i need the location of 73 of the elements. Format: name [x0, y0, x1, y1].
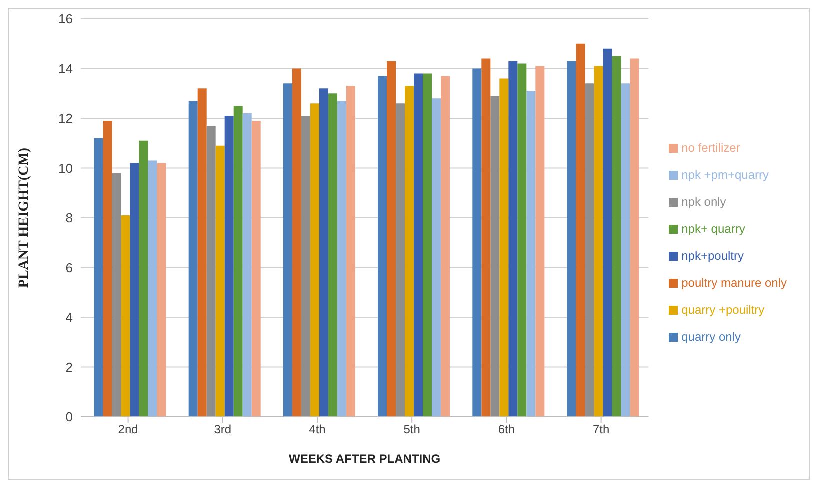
bar [405, 86, 414, 417]
legend-label: npk+ quarry [682, 222, 746, 236]
bar [603, 48, 612, 417]
bar [490, 96, 500, 417]
bar [378, 76, 388, 417]
x-tick-label: 7th [592, 422, 610, 437]
y-tick-label: 8 [66, 210, 73, 226]
bar [567, 61, 576, 417]
bar [310, 104, 320, 417]
bar [432, 98, 442, 417]
bar [536, 66, 545, 417]
y-tick-label: 10 [58, 160, 73, 176]
x-tick-label: 5th [404, 422, 420, 437]
bar [518, 64, 527, 417]
bar [252, 120, 261, 417]
x-tick-label: 4th [309, 422, 326, 437]
bar [234, 106, 243, 417]
y-tick-label: 14 [58, 61, 73, 76]
bar [319, 88, 328, 417]
bar [621, 84, 630, 417]
bar [630, 58, 640, 417]
bar [472, 68, 482, 417]
legend-label: quarry +pouiltry [682, 303, 765, 317]
bar [139, 140, 148, 417]
bar [121, 216, 130, 417]
bar [198, 88, 207, 417]
legend-label: no fertilizer [682, 141, 740, 155]
x-tick-label: 2nd [118, 422, 138, 437]
y-tick-label: 6 [66, 260, 73, 276]
legend-label: npk +pm+quarry [682, 168, 769, 182]
bar [242, 114, 252, 417]
bar [337, 101, 346, 417]
x-tick-label: 6th [498, 422, 516, 437]
x-tick-label: 3rd [214, 422, 232, 437]
bar [500, 78, 509, 417]
legend-label: npk+poultry [682, 249, 744, 263]
bar [585, 84, 594, 417]
y-tick-label: 12 [58, 111, 73, 126]
legend-label: poultry manure only [682, 276, 787, 290]
y-tick-label: 0 [66, 410, 73, 425]
bar [188, 101, 198, 417]
bar [482, 58, 491, 417]
legend-label: npk only [682, 195, 726, 209]
bar [396, 104, 406, 417]
bar [328, 94, 338, 417]
bar [283, 84, 292, 417]
bar [612, 56, 622, 417]
bar [216, 146, 225, 417]
y-axis-title: PLANT HEIGHT(CM) [16, 148, 32, 288]
bar [206, 126, 216, 417]
bar [594, 66, 604, 417]
bar [292, 68, 302, 417]
bar [157, 163, 166, 417]
y-tick-label: 16 [58, 12, 73, 27]
x-axis-title: WEEKS AFTER PLANTING [289, 452, 441, 466]
bar [346, 86, 356, 417]
bar [526, 91, 536, 417]
bar [130, 163, 140, 417]
bar [148, 160, 158, 417]
bar [94, 138, 104, 417]
bar [103, 120, 112, 417]
legend-label: quarry only [682, 330, 741, 344]
bar [301, 116, 310, 417]
bar [508, 61, 518, 417]
bar [576, 44, 586, 417]
y-tick-label: 2 [66, 360, 73, 375]
bar [441, 76, 450, 417]
bar [112, 173, 122, 417]
bar [423, 74, 432, 417]
y-tick-label: 4 [66, 310, 73, 326]
bar [224, 116, 234, 417]
bar [414, 74, 424, 417]
bar [387, 61, 396, 417]
